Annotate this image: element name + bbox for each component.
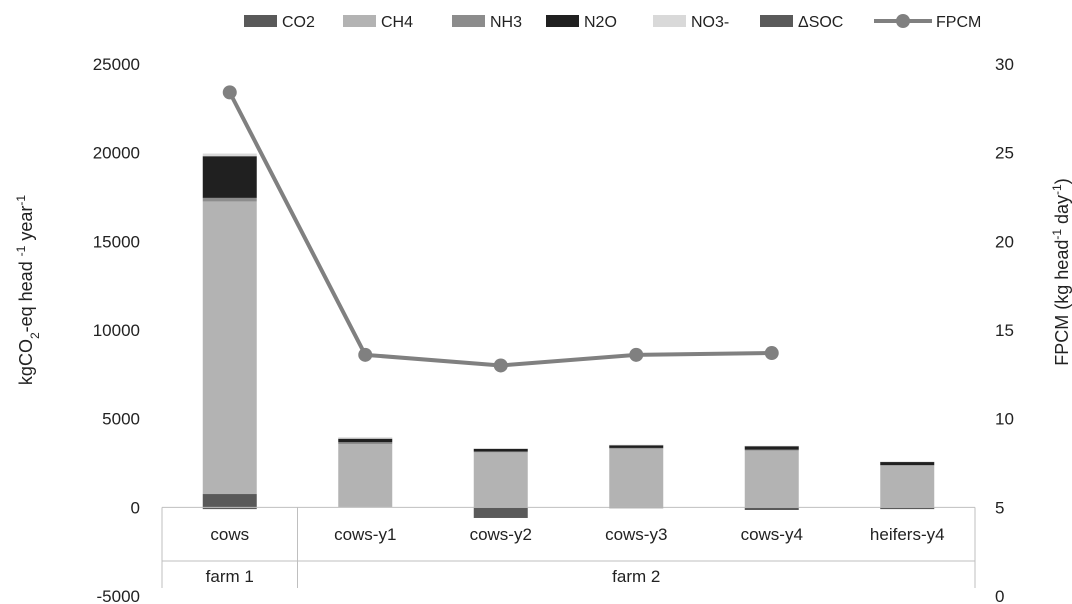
bar-segment-nh3	[473, 451, 528, 453]
bar-segment-ch4	[609, 448, 664, 508]
bar-segment-n2o	[880, 461, 935, 466]
legend-label-n2o: N2O	[584, 14, 617, 31]
left-tick-label: 10000	[93, 321, 140, 340]
bars	[202, 153, 935, 518]
bar-segment-n2o	[744, 446, 799, 450]
legend-swatch-n2o	[546, 15, 579, 27]
category-label: cows	[210, 525, 249, 544]
bar-segment-soc	[473, 507, 528, 518]
left-tick-label: 15000	[93, 232, 140, 251]
right-axis-title: FPCM (kg head-1 day-1)	[1050, 178, 1072, 365]
right-tick-label: 0	[995, 587, 1004, 604]
right-axis: 30 25 20 15 10 5 0	[995, 55, 1014, 604]
legend-label-ch4: CH4	[381, 14, 413, 31]
bar-segment-nh3	[202, 197, 257, 202]
fpcm-point	[764, 346, 779, 361]
bar-segment-no3	[473, 448, 528, 449]
category-label: cows-y1	[334, 525, 396, 544]
group-label: farm 1	[206, 567, 254, 586]
left-tick-label: 5000	[102, 410, 140, 429]
legend-label-soc: ΔSOC	[798, 14, 843, 31]
bar-segment-n2o	[338, 438, 393, 443]
bar-segment-soc	[880, 507, 935, 510]
group-label: farm 2	[612, 567, 660, 586]
category-label: heifers-y4	[870, 525, 945, 544]
fpcm-point	[493, 358, 508, 373]
left-tick-label: 0	[131, 498, 140, 517]
category-label: cows-y2	[470, 525, 532, 544]
legend-label-nh3: NH3	[490, 14, 522, 31]
bar-segment-no3	[338, 437, 393, 439]
bar-segment-ch4	[202, 201, 257, 495]
bar-segment-no3	[880, 461, 935, 463]
right-tick-label: 15	[995, 321, 1014, 340]
fpcm-point	[222, 85, 237, 100]
left-tick-label: 20000	[93, 144, 140, 163]
bar-segment-no3	[609, 444, 664, 446]
bar-segment-soc	[744, 507, 799, 510]
legend-label-fpcm: FPCM	[936, 14, 981, 31]
legend-swatch-ch4	[343, 15, 376, 27]
right-tick-label: 25	[995, 144, 1014, 163]
bar-segment-ch4	[744, 450, 799, 508]
bar-segment-n2o	[473, 448, 528, 452]
bar-segment-nh3	[609, 447, 664, 449]
left-tick-label: -5000	[97, 587, 140, 604]
bar-segment-no3	[744, 445, 799, 447]
bar-segment-n2o	[202, 156, 257, 198]
bar-segment-nh3	[880, 465, 935, 466]
legend-swatch-nh3	[452, 15, 485, 27]
right-tick-label: 20	[995, 232, 1014, 251]
legend-label-no3: NO3-	[691, 14, 729, 31]
left-axis-title: kgCO2-eq head -1 year-1	[14, 195, 42, 385]
bar-segment-ch4	[880, 465, 935, 508]
bar-segment-ch4	[473, 452, 528, 508]
category-label: cows-y4	[741, 525, 803, 544]
fpcm-line	[227, 91, 772, 368]
bar-segment-nh3	[338, 442, 393, 445]
fpcm-line-layer	[222, 85, 779, 373]
legend-swatch-co2	[244, 15, 277, 27]
right-tick-label: 30	[995, 55, 1014, 74]
bar-segment-no3	[202, 153, 257, 157]
legend-swatch-fpcm-marker	[896, 14, 910, 28]
bar-segment-nh3	[744, 449, 799, 451]
bar-segment-soc	[202, 507, 257, 510]
fpcm-point	[358, 347, 373, 362]
bar-segment-ch4	[338, 444, 393, 507]
legend: CO2 CH4 NH3 N2O NO3- ΔSOC FPCM	[244, 14, 981, 31]
bar-segment-co2	[202, 494, 257, 508]
right-tick-label: 5	[995, 498, 1004, 517]
legend-label-co2: CO2	[282, 14, 315, 31]
left-axis: 25000 20000 15000 10000 5000 0 -5000	[93, 55, 140, 604]
legend-swatch-soc	[760, 15, 793, 27]
right-tick-label: 10	[995, 410, 1014, 429]
legend-swatch-no3	[653, 15, 686, 27]
bar-segment-n2o	[609, 445, 664, 448]
category-label: cows-y3	[605, 525, 667, 544]
fpcm-point	[629, 347, 644, 362]
left-tick-label: 25000	[93, 55, 140, 74]
category-axis: farm 1 farm 2 cows cows-y1 cows-y2 cows-y3 cow…	[161, 506, 976, 588]
